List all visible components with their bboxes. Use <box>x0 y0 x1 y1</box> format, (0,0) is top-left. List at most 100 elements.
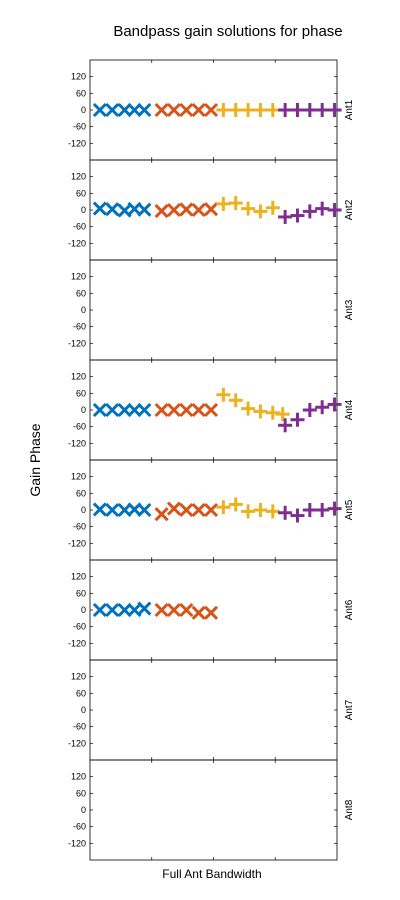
data-point <box>241 504 256 519</box>
data-point <box>166 202 182 218</box>
marker-stroke <box>105 502 120 518</box>
panel-label: Ant6 <box>344 599 355 620</box>
data-point <box>203 102 219 118</box>
y-tick-label: -120 <box>68 838 86 848</box>
data-point <box>241 201 256 216</box>
marker-stroke <box>166 402 182 418</box>
y-tick-label: -60 <box>73 722 86 732</box>
marker-stroke <box>179 102 194 118</box>
panel-label: Ant3 <box>344 299 355 320</box>
data-point <box>203 202 219 217</box>
y-tick-label: 120 <box>71 672 86 682</box>
marker-stroke <box>105 102 120 118</box>
marker-stroke <box>191 605 206 620</box>
y-tick-label: -120 <box>68 638 86 648</box>
panel-label: Ant7 <box>344 699 355 720</box>
marker-stroke <box>179 402 194 418</box>
data-point <box>105 102 120 118</box>
data-point <box>105 202 120 217</box>
y-tick-label: 120 <box>71 472 86 482</box>
marker-stroke <box>179 202 194 217</box>
y-tick-label: -120 <box>68 538 86 548</box>
data-point <box>278 209 293 224</box>
data-point <box>191 605 206 620</box>
marker-stroke <box>154 204 169 219</box>
data-point <box>203 502 219 518</box>
data-point <box>253 404 268 419</box>
data-point <box>253 103 268 117</box>
y-tick-label: 120 <box>71 772 86 782</box>
y-tick-label: 0 <box>81 105 86 115</box>
marker-stroke <box>127 602 142 618</box>
data-point <box>228 103 243 117</box>
marker-stroke <box>105 602 120 618</box>
y-tick-label: 60 <box>76 88 86 98</box>
panel-label: Ant5 <box>344 499 355 520</box>
marker-stroke <box>191 402 206 418</box>
panel-label: Ant1 <box>344 99 355 120</box>
data-point <box>92 102 107 118</box>
data-point <box>191 502 206 518</box>
y-tick-label: 0 <box>81 705 86 715</box>
data-point <box>302 103 317 117</box>
panel-ant3: 120 60 0 -60 -120 Ant3 <box>68 259 355 361</box>
y-tick-label: -60 <box>73 322 86 332</box>
data-point <box>315 103 330 117</box>
data-point <box>191 202 206 218</box>
data-point <box>327 397 342 412</box>
data-point <box>302 503 317 517</box>
y-tick-label: -60 <box>73 622 86 632</box>
marker-stroke <box>137 102 152 118</box>
panel-label: Ant8 <box>344 799 355 820</box>
marker-stroke <box>92 602 107 618</box>
y-tick-label: 120 <box>71 272 86 282</box>
panel-frame <box>89 459 338 561</box>
data-point <box>278 418 293 433</box>
marker-stroke <box>203 502 219 518</box>
data-point <box>278 103 293 117</box>
data-point <box>154 602 169 618</box>
data-point <box>327 103 342 117</box>
data-point <box>154 507 169 522</box>
marker-stroke <box>92 201 107 216</box>
marker-stroke <box>191 502 206 518</box>
marker-stroke <box>117 203 132 218</box>
y-tick-label: 0 <box>81 305 86 315</box>
y-tick-label: 120 <box>71 72 86 82</box>
y-tick-label: -120 <box>68 338 86 348</box>
marker-stroke <box>137 502 152 518</box>
y-tick-label: 0 <box>81 605 86 615</box>
marker-stroke <box>154 507 169 522</box>
x-axis-label: Full Ant Bandwidth <box>162 867 261 881</box>
y-tick-label: 60 <box>76 488 86 498</box>
marker-stroke <box>117 502 132 518</box>
data-point <box>92 402 107 418</box>
data-point <box>265 504 280 519</box>
data-point <box>105 402 120 418</box>
y-tick-label: 120 <box>71 572 86 582</box>
panel-ant5: 120 60 0 -60 -120 Ant5 <box>68 459 355 561</box>
data-point <box>265 200 280 215</box>
panel-label: Ant4 <box>344 399 355 420</box>
data-point <box>290 103 305 117</box>
data-point <box>154 402 169 418</box>
marker-stroke <box>191 102 206 118</box>
marker-stroke <box>203 102 219 118</box>
data-point <box>241 401 256 416</box>
y-tick-label: -120 <box>68 238 86 248</box>
y-tick-label: -120 <box>68 438 86 448</box>
y-tick-label: 60 <box>76 188 86 198</box>
data-point <box>137 502 152 518</box>
data-point <box>191 402 206 418</box>
data-point <box>137 202 152 217</box>
marker-stroke <box>137 402 152 418</box>
y-tick-label: 120 <box>71 172 86 182</box>
panel-ant6: 120 60 0 -60 -120 Ant6 <box>68 559 355 661</box>
panel-frame <box>89 359 338 461</box>
y-tick-label: 0 <box>81 405 86 415</box>
marker-stroke <box>179 602 194 618</box>
data-point <box>228 196 243 211</box>
y-tick-label: 60 <box>76 688 86 698</box>
marker-stroke <box>166 102 182 118</box>
